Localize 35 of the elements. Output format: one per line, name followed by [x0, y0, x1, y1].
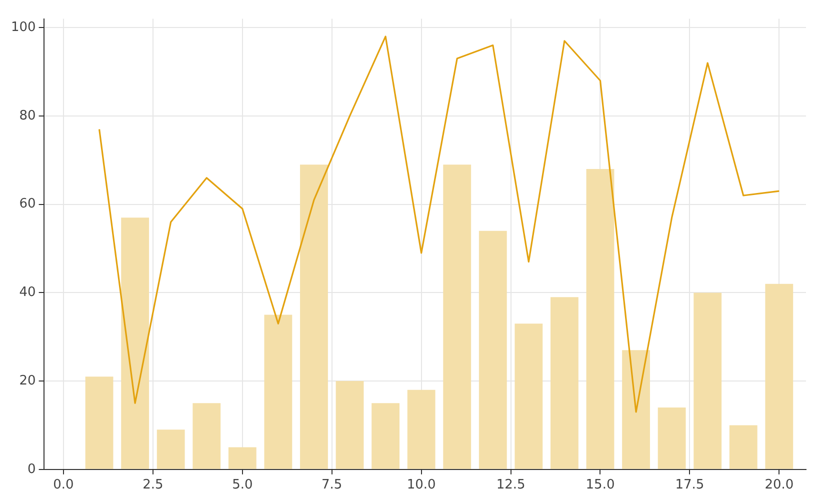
bar — [85, 376, 114, 469]
bar — [407, 390, 436, 469]
bar — [514, 324, 543, 469]
bar — [586, 169, 614, 469]
x-tick-label: 2.5 — [142, 478, 164, 493]
y-tick-label: 40 — [19, 285, 36, 300]
bar — [264, 314, 292, 469]
y-tick-label: 80 — [19, 108, 36, 124]
y-tick-label: 20 — [19, 373, 36, 388]
y-tick-label: 0 — [28, 462, 36, 477]
x-tick-label: 17.5 — [675, 478, 704, 493]
x-tick-label: 15.0 — [586, 478, 615, 493]
bar — [192, 403, 221, 469]
x-tick-label: 20.0 — [764, 478, 794, 493]
y-tick-label: 100 — [10, 20, 36, 36]
x-tick-label: 5.0 — [232, 478, 253, 493]
x-tick-label: 10.0 — [406, 478, 436, 493]
bar — [300, 164, 328, 469]
bar — [121, 218, 150, 469]
x-tick-label: 0.0 — [53, 478, 74, 493]
bar — [478, 230, 507, 469]
x-tick-label: 7.5 — [322, 478, 342, 493]
bar — [443, 164, 472, 469]
x-tick-label: 12.5 — [496, 478, 526, 493]
bar — [336, 381, 364, 469]
bar — [550, 297, 578, 469]
y-tick-label: 60 — [19, 196, 36, 212]
bar — [729, 425, 758, 469]
bar — [765, 284, 794, 469]
bar — [694, 292, 722, 469]
bar — [622, 350, 650, 469]
bar — [228, 447, 256, 469]
bar — [372, 403, 400, 469]
bar — [156, 430, 185, 469]
bar — [658, 408, 686, 469]
